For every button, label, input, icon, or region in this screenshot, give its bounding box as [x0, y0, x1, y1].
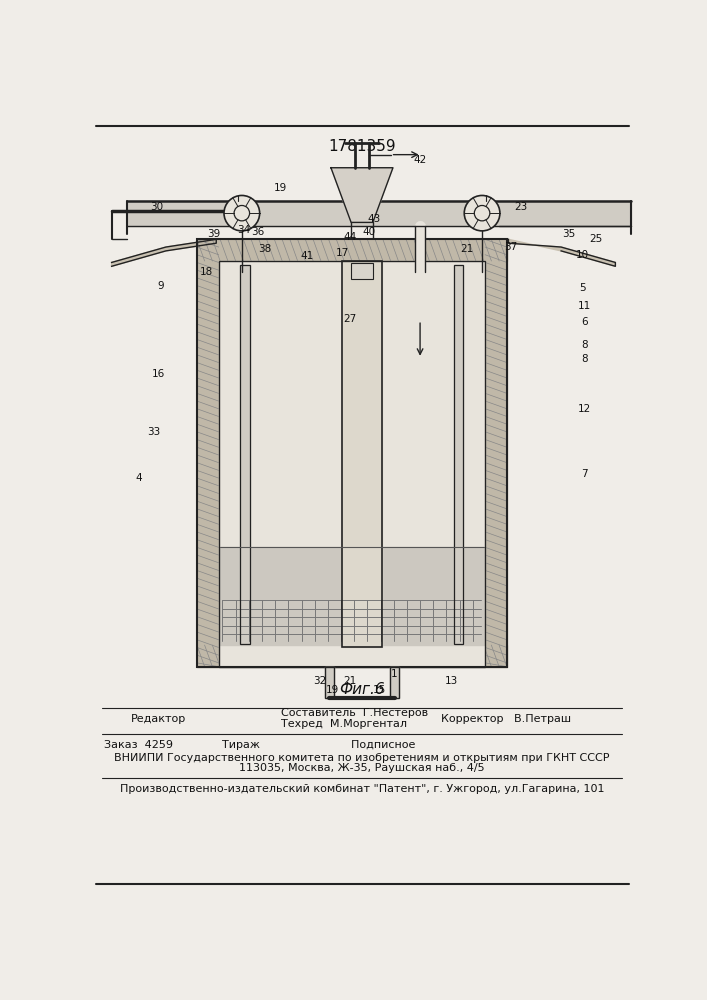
Bar — [390, 667, 399, 698]
Polygon shape — [341, 261, 382, 647]
Text: 30: 30 — [150, 202, 163, 212]
Bar — [454, 265, 464, 644]
Text: 6: 6 — [581, 317, 588, 327]
Text: 41: 41 — [300, 251, 313, 261]
Text: 23: 23 — [514, 202, 527, 212]
Text: Корректор   В.Петраш: Корректор В.Петраш — [441, 714, 571, 724]
Bar — [325, 667, 334, 698]
Text: 37: 37 — [504, 242, 518, 252]
Polygon shape — [508, 239, 615, 266]
Text: 16: 16 — [151, 369, 165, 379]
Text: 44: 44 — [344, 232, 357, 242]
Text: 32: 32 — [312, 676, 326, 686]
Text: 4: 4 — [136, 473, 142, 483]
Text: 19: 19 — [326, 685, 339, 695]
Text: 18: 18 — [199, 267, 213, 277]
Text: 7: 7 — [581, 469, 588, 479]
Text: 8: 8 — [581, 340, 588, 350]
Bar — [351, 263, 373, 279]
Text: 13: 13 — [445, 676, 457, 686]
Text: 5: 5 — [580, 283, 586, 293]
Text: 1781359: 1781359 — [328, 139, 396, 154]
Text: 15: 15 — [373, 685, 385, 695]
Polygon shape — [331, 168, 393, 222]
Polygon shape — [197, 645, 507, 667]
Bar — [341, 261, 382, 647]
Text: 35: 35 — [562, 229, 575, 239]
Polygon shape — [127, 201, 631, 226]
Text: Заказ  4259              Тираж                          Подписное: Заказ 4259 Тираж Подписное — [104, 740, 415, 750]
Text: 34: 34 — [237, 225, 250, 235]
Text: 33: 33 — [148, 427, 161, 437]
Text: 9: 9 — [157, 281, 164, 291]
Text: 36: 36 — [251, 227, 264, 237]
Text: 42: 42 — [414, 155, 427, 165]
Text: 39: 39 — [207, 229, 221, 239]
Text: 25: 25 — [590, 234, 602, 244]
Text: 17: 17 — [336, 248, 349, 258]
Text: 38: 38 — [259, 244, 271, 254]
Text: 1: 1 — [391, 669, 398, 679]
Polygon shape — [197, 239, 218, 667]
Text: 12: 12 — [578, 404, 591, 414]
Text: 21: 21 — [460, 244, 473, 254]
Text: Редактор: Редактор — [131, 714, 186, 724]
Text: 19: 19 — [274, 183, 287, 193]
Text: ВНИИПИ Государственного комитета по изобретениям и открытиям при ГКНТ СССР: ВНИИПИ Государственного комитета по изоб… — [115, 753, 609, 763]
Polygon shape — [454, 265, 464, 644]
Polygon shape — [220, 547, 484, 645]
Text: Техред  М.Моргентал: Техред М.Моргентал — [281, 719, 407, 729]
Polygon shape — [112, 239, 216, 266]
Polygon shape — [390, 667, 399, 698]
Polygon shape — [485, 239, 507, 667]
Bar — [240, 265, 250, 644]
Bar — [218, 261, 485, 667]
Text: 11: 11 — [578, 301, 591, 311]
Text: 27: 27 — [344, 314, 357, 324]
Text: 8: 8 — [581, 354, 588, 364]
Text: 10: 10 — [576, 250, 590, 260]
Text: 113035, Москва, Ж-35, Раушская наб., 4/5: 113035, Москва, Ж-35, Раушская наб., 4/5 — [239, 763, 485, 773]
Polygon shape — [325, 667, 334, 698]
Text: 21: 21 — [344, 676, 357, 686]
Polygon shape — [197, 239, 507, 261]
Circle shape — [224, 195, 259, 231]
Text: 40: 40 — [363, 227, 375, 237]
Text: Составитель  Г.Нестеров: Составитель Г.Нестеров — [281, 708, 428, 718]
Bar — [197, 239, 507, 667]
Text: Производственно-издательский комбинат "Патент", г. Ужгород, ул.Гагарина, 101: Производственно-издательский комбинат "П… — [119, 784, 604, 794]
Text: Фиг.6: Фиг.6 — [339, 682, 385, 697]
Circle shape — [464, 195, 500, 231]
Text: 43: 43 — [367, 214, 380, 224]
Polygon shape — [218, 261, 485, 667]
Polygon shape — [240, 265, 250, 644]
